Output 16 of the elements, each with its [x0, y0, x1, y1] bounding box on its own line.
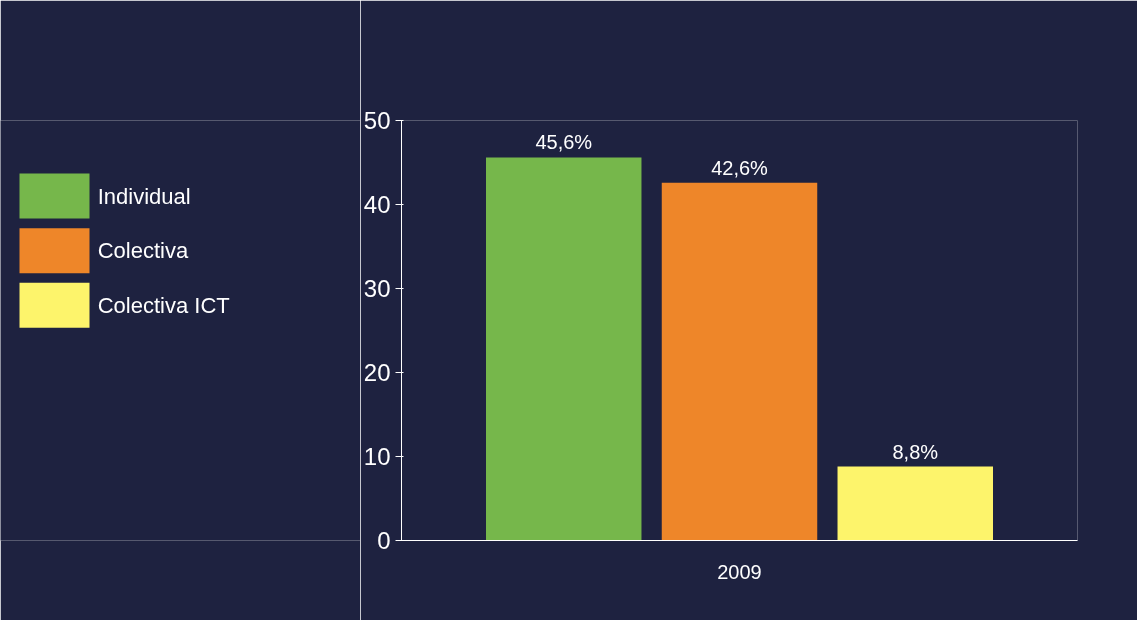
legend-label: Individual: [97, 183, 191, 209]
y-tick-label: 20: [363, 359, 391, 386]
y-tick-label: 30: [363, 275, 391, 302]
y-tick-label: 50: [363, 107, 391, 134]
y-tick-label: 10: [363, 443, 391, 470]
y-tick-label: 40: [363, 191, 391, 218]
bar: [661, 182, 818, 541]
bar: [486, 157, 642, 541]
data-label: 42,6%: [711, 156, 769, 179]
legend-label: Colectiva ICT: [97, 292, 230, 318]
legend-label: Colectiva: [97, 238, 189, 264]
data-label: 45,6%: [535, 131, 593, 154]
x-tick-label: 2009: [717, 560, 762, 583]
data-label: 8,8%: [892, 440, 939, 463]
bar: [837, 466, 993, 541]
y-tick-label: 0: [377, 527, 391, 554]
